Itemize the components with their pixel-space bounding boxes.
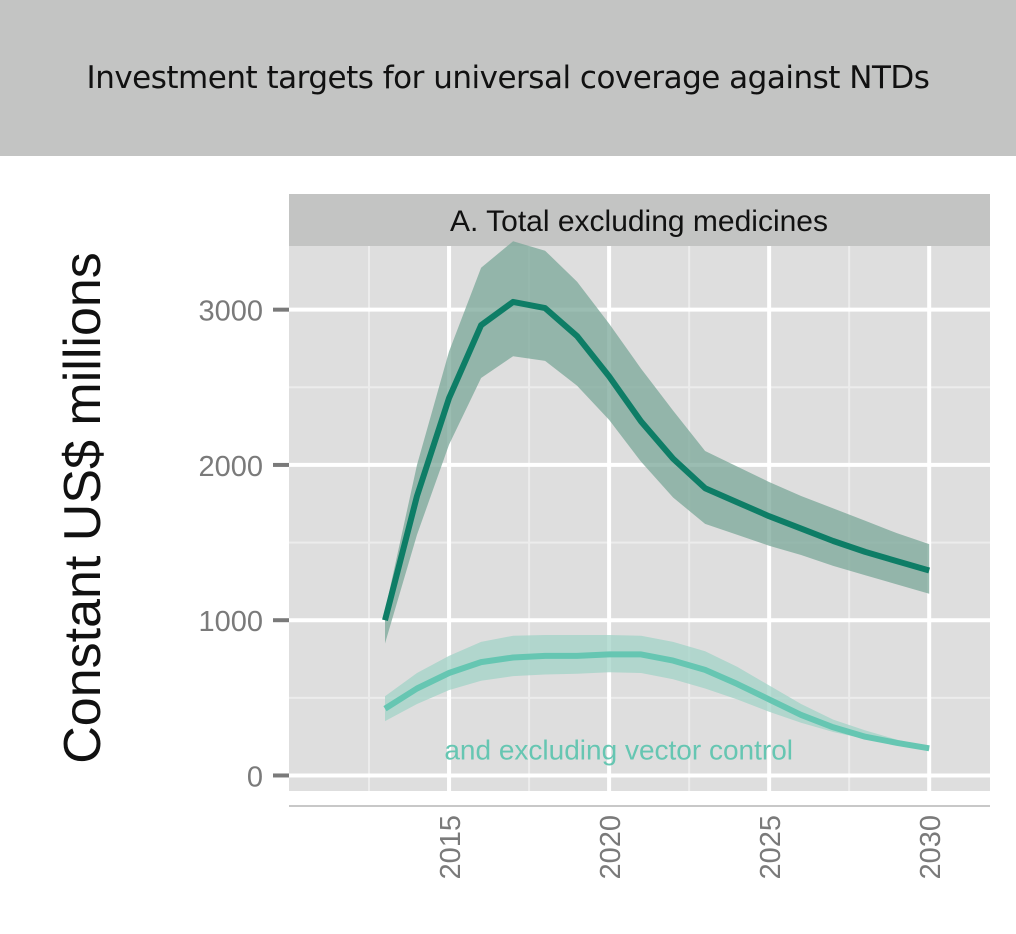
y-tick-label: 0 — [247, 761, 263, 793]
x-tick-label: 2020 — [595, 815, 627, 880]
title-banner: Investment targets for universal coverag… — [0, 0, 1016, 156]
series-line-1 — [382, 298, 931, 621]
y-tick-label: 2000 — [198, 451, 263, 483]
confidence-band-2 — [385, 635, 930, 750]
x-tick-label: 2025 — [755, 815, 787, 880]
y-tick-label: 3000 — [198, 296, 263, 328]
y-tick-label: 1000 — [198, 606, 263, 638]
x-tick-label: 2015 — [435, 815, 467, 880]
facet-strip — [289, 194, 990, 246]
facet-strip-label: A. Total excluding medicines — [450, 205, 828, 238]
chart-title: Investment targets for universal coverag… — [86, 60, 930, 96]
x-tick-label: 2030 — [915, 815, 947, 880]
series-line-2 — [383, 651, 930, 752]
annotation-vector-control: and excluding vector control — [444, 735, 793, 766]
x-axis: 2015 2020 2025 2030 — [435, 815, 947, 880]
series-lines — [382, 298, 931, 752]
y-axis: 0 1000 2000 3000 — [198, 296, 289, 793]
y-axis-label: Constant US$ millions — [54, 252, 112, 764]
